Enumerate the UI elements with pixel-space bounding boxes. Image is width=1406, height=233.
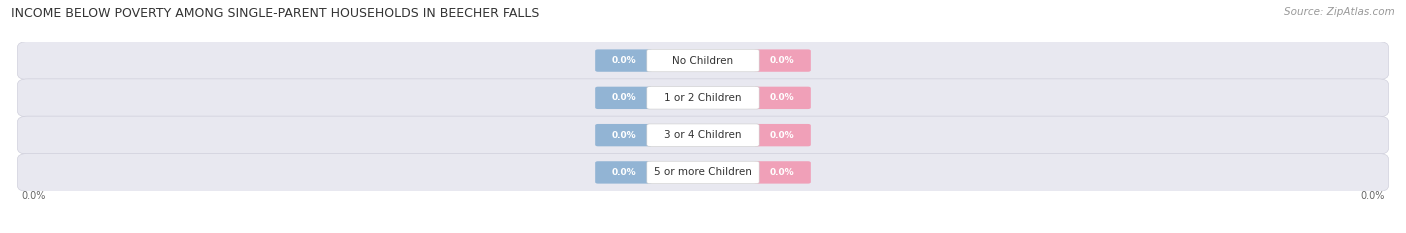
Text: 0.0%: 0.0% [612, 131, 636, 140]
FancyBboxPatch shape [595, 161, 652, 184]
FancyBboxPatch shape [17, 153, 1389, 192]
FancyBboxPatch shape [595, 124, 652, 146]
FancyBboxPatch shape [754, 124, 811, 146]
Text: 0.0%: 0.0% [770, 131, 794, 140]
Text: Source: ZipAtlas.com: Source: ZipAtlas.com [1284, 7, 1395, 17]
Text: 0.0%: 0.0% [612, 168, 636, 177]
Text: 0.0%: 0.0% [770, 56, 794, 65]
FancyBboxPatch shape [595, 49, 652, 72]
FancyBboxPatch shape [17, 79, 1389, 117]
FancyBboxPatch shape [647, 87, 759, 109]
FancyBboxPatch shape [17, 116, 1389, 154]
FancyBboxPatch shape [595, 87, 652, 109]
Text: 0.0%: 0.0% [612, 93, 636, 102]
Text: No Children: No Children [672, 56, 734, 65]
Text: 0.0%: 0.0% [770, 168, 794, 177]
Text: 5 or more Children: 5 or more Children [654, 168, 752, 177]
FancyBboxPatch shape [754, 87, 811, 109]
Text: 1 or 2 Children: 1 or 2 Children [664, 93, 742, 103]
Text: 0.0%: 0.0% [612, 56, 636, 65]
Text: 0.0%: 0.0% [770, 93, 794, 102]
Text: 3 or 4 Children: 3 or 4 Children [664, 130, 742, 140]
FancyBboxPatch shape [647, 124, 759, 146]
Text: 0.0%: 0.0% [1361, 191, 1385, 201]
FancyBboxPatch shape [754, 49, 811, 72]
Text: 0.0%: 0.0% [21, 191, 45, 201]
FancyBboxPatch shape [647, 49, 759, 72]
FancyBboxPatch shape [647, 161, 759, 184]
FancyBboxPatch shape [17, 41, 1389, 80]
Text: INCOME BELOW POVERTY AMONG SINGLE-PARENT HOUSEHOLDS IN BEECHER FALLS: INCOME BELOW POVERTY AMONG SINGLE-PARENT… [11, 7, 540, 20]
FancyBboxPatch shape [754, 161, 811, 184]
